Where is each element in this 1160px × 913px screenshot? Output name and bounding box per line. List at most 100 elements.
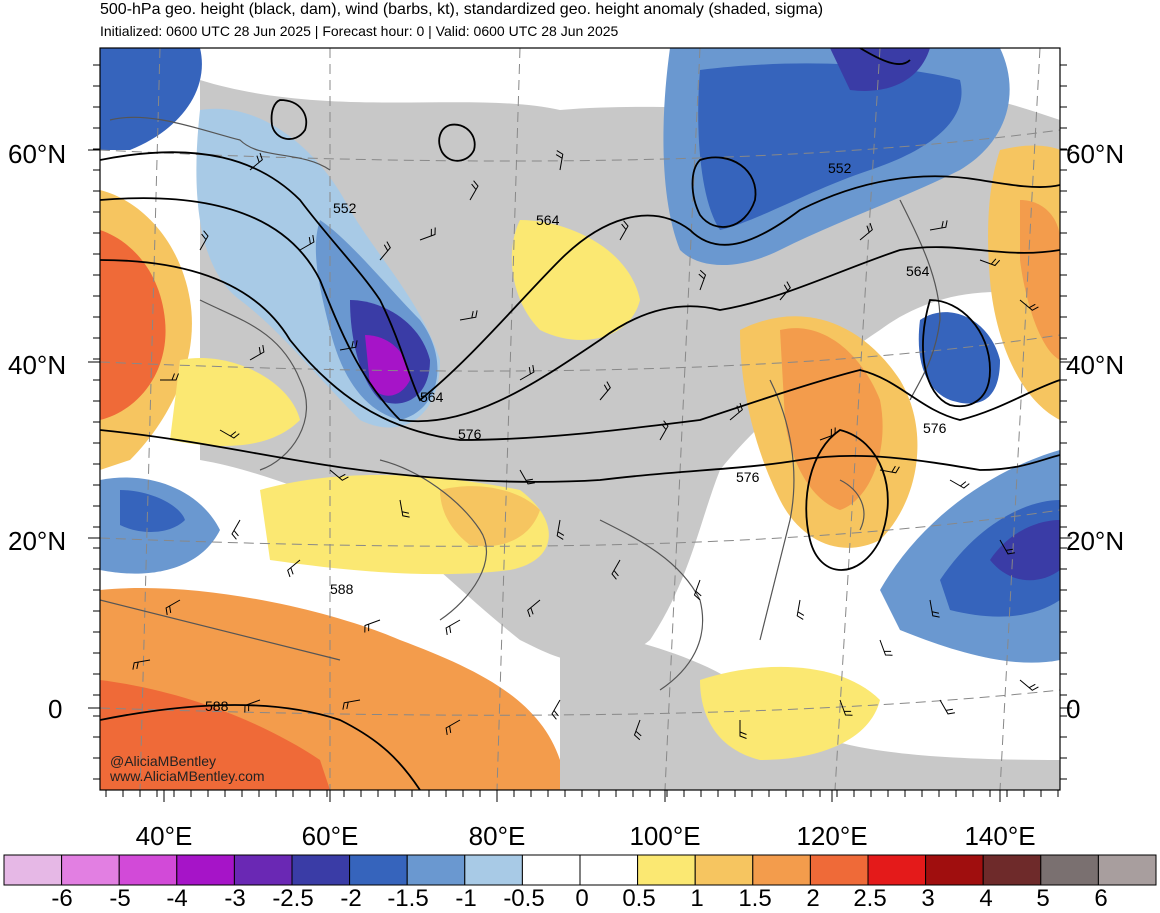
wind-barb bbox=[244, 699, 261, 713]
colorbar-labels: -6 -5 -4 -3 -2.5 -2 -1.5 -1 -0.5 0 0.5 1… bbox=[51, 885, 1107, 912]
colorbar-swatch bbox=[694, 854, 754, 886]
colorbar-swatch bbox=[982, 854, 1042, 886]
anomaly-japan-trough bbox=[918, 312, 1000, 404]
colorbar-label: -6 bbox=[51, 885, 72, 912]
colorbar-label: 3 bbox=[921, 885, 934, 912]
colorbar-swatch bbox=[291, 854, 351, 886]
wind-barb bbox=[339, 340, 358, 351]
anomaly-arabia-core bbox=[440, 486, 540, 547]
colorbar-swatch bbox=[1097, 854, 1157, 886]
colorbar-swatch bbox=[349, 854, 408, 886]
lon-label-120e: 120°E bbox=[796, 821, 867, 851]
colorbar-label: -4 bbox=[166, 885, 187, 912]
colorbar-swatch bbox=[1040, 854, 1099, 886]
wind-barb bbox=[619, 220, 629, 241]
wind-barb bbox=[929, 599, 940, 618]
lon-label-80e: 80°E bbox=[469, 821, 526, 851]
lat-label-40n: 40°N bbox=[8, 350, 66, 380]
anomaly-sahara-trough-core bbox=[120, 490, 185, 532]
lat-label-20n: 20°N bbox=[8, 526, 66, 556]
anomaly-siberia-low-mid bbox=[698, 63, 962, 230]
colorbar-label: -1 bbox=[455, 885, 476, 912]
wind-barb bbox=[859, 222, 873, 241]
coastlines bbox=[100, 116, 941, 691]
colorbar-label: -2.5 bbox=[272, 885, 313, 912]
latitude-axis: 60°N 40°N 20°N 0 60°N 40°N 20°N 0 bbox=[8, 139, 1124, 724]
wind-barb bbox=[819, 427, 836, 441]
wind-barb bbox=[219, 429, 240, 439]
wind-barb bbox=[729, 402, 743, 421]
wind-barb bbox=[979, 258, 1001, 267]
contour-label: 564 bbox=[536, 212, 560, 228]
wind-barb bbox=[199, 230, 209, 251]
lat-label-40n-right: 40°N bbox=[1066, 350, 1124, 380]
wind-barb bbox=[929, 220, 948, 231]
lat-label-60n: 60°N bbox=[8, 139, 66, 169]
wind-barb bbox=[379, 241, 391, 261]
wind-barb bbox=[939, 699, 955, 715]
colorbar-label: 5 bbox=[1036, 885, 1049, 912]
wind-barb bbox=[519, 469, 535, 485]
wind-barb bbox=[132, 659, 151, 670]
colorbar-label: -2 bbox=[340, 885, 361, 912]
colorbar-label: -1.5 bbox=[387, 885, 428, 912]
anomaly-caspian-trough-core bbox=[365, 335, 410, 396]
wind-barb bbox=[419, 227, 436, 241]
wind-barb bbox=[165, 599, 181, 615]
map-subtitle: Initialized: 0600 UTC 28 Jun 2025 | Fore… bbox=[100, 23, 619, 39]
colorbar-swatch bbox=[176, 854, 235, 886]
colorbar bbox=[3, 854, 1157, 886]
wind-barb bbox=[527, 599, 541, 618]
colorbar-swatch bbox=[809, 854, 869, 886]
colorbar-label: 1.5 bbox=[738, 885, 771, 912]
wind-barb bbox=[445, 719, 461, 735]
colorbar-label: 0 bbox=[575, 885, 588, 912]
contour-labels: 552 552 564 564 564 576 576 576 588 588 bbox=[205, 160, 947, 714]
longitude-axis: 40°E 60°E 80°E 100°E 120°E 140°E bbox=[136, 821, 1036, 851]
wind-barb bbox=[879, 465, 900, 474]
anomaly-west-pacific-core bbox=[990, 520, 1060, 581]
wind-barb bbox=[299, 235, 315, 251]
wind-barb bbox=[160, 373, 179, 381]
credit-handle: @AliciaMBentley bbox=[110, 753, 216, 769]
wind-barb bbox=[633, 719, 642, 741]
contour-label: 552 bbox=[333, 200, 357, 216]
wind-barb bbox=[1019, 679, 1039, 691]
map-title: 500-hPa geo. height (black, dam), wind (… bbox=[100, 1, 824, 18]
lon-label-100e: 100°E bbox=[629, 821, 700, 851]
wind-barb bbox=[519, 365, 535, 381]
wind-barb bbox=[249, 345, 265, 361]
colorbar-label: -0.5 bbox=[503, 885, 544, 912]
anomaly-east-asia-core bbox=[780, 328, 883, 510]
wind-barb bbox=[611, 559, 621, 580]
height-contours bbox=[100, 48, 1060, 790]
colorbar-swatch bbox=[752, 854, 811, 886]
contour-label: 588 bbox=[330, 581, 354, 597]
wind-barbs bbox=[132, 150, 1039, 741]
anomaly-mongolia-ridge bbox=[511, 220, 640, 340]
lat-label-20n-right: 20°N bbox=[1066, 526, 1124, 556]
wind-barb bbox=[779, 281, 791, 301]
credit-url: www.AliciaMBentley.com bbox=[109, 768, 265, 784]
colorbar-swatch bbox=[118, 854, 178, 886]
wind-barb bbox=[287, 559, 301, 578]
wind-barb bbox=[551, 699, 561, 720]
colorbar-label: 1 bbox=[690, 885, 703, 912]
contour-label: 564 bbox=[906, 263, 930, 279]
colorbar-swatch bbox=[521, 854, 581, 886]
wind-barb bbox=[249, 152, 263, 171]
anomaly-africa-core bbox=[100, 680, 330, 790]
wind-barb bbox=[879, 639, 893, 656]
colorbar-label: -5 bbox=[109, 885, 130, 912]
lon-label-40e: 40°E bbox=[136, 821, 193, 851]
lat-label-eq-right: 0 bbox=[1066, 694, 1080, 724]
colorbar-swatch bbox=[406, 854, 466, 886]
wind-barb bbox=[999, 539, 1015, 555]
wind-barb bbox=[659, 420, 669, 441]
wind-barb bbox=[469, 180, 479, 201]
colorbar-swatch bbox=[464, 854, 523, 886]
wind-barb bbox=[698, 269, 707, 291]
lat-label-60n-right: 60°N bbox=[1066, 139, 1124, 169]
wind-barb bbox=[796, 599, 805, 620]
